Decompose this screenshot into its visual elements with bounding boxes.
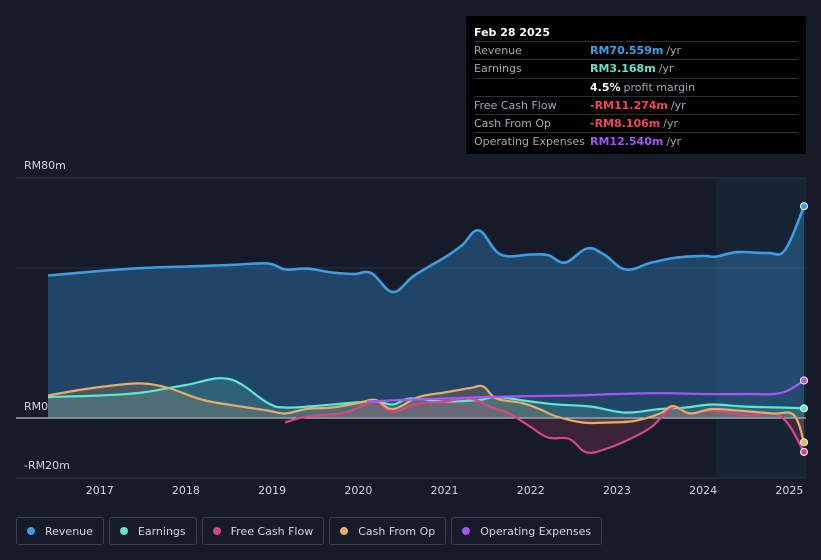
tooltip-row-unit: /yr xyxy=(670,98,686,112)
revenue-area xyxy=(48,206,804,418)
x-tick-label: 2021 xyxy=(431,484,459,497)
tooltip-row-unit: /yr xyxy=(666,135,682,149)
tooltip-panel: Feb 28 2025 Revenue RM70.559m/yr Earnings R… xyxy=(466,16,806,154)
tooltip-row-label: Revenue xyxy=(474,44,522,57)
earnings-line xyxy=(47,377,805,414)
revenue-end-point xyxy=(800,202,808,211)
x-tick-label: 2020 xyxy=(344,484,372,497)
tooltip-row-label: Earnings xyxy=(474,62,522,76)
legend-label: Free Cash Flow xyxy=(230,524,314,538)
y-tick-label: RM0 xyxy=(24,400,48,413)
tooltip-row-unit: profit margin xyxy=(623,80,696,94)
legend-dot-icon xyxy=(462,527,471,535)
tooltip-row-value: -RM8.106m xyxy=(590,117,661,131)
legend-label: Operating Expenses xyxy=(480,524,592,538)
tooltip-row-value: 4.5% xyxy=(590,80,621,94)
y-tick-label: RM80m xyxy=(24,159,66,172)
cash-from-op-area xyxy=(48,383,804,443)
x-tick-label: 2018 xyxy=(172,484,200,497)
tooltip-row-label: Operating Expenses xyxy=(474,135,585,149)
free-cash-flow-end-point xyxy=(800,447,808,456)
tooltip-row-value: RM12.540m xyxy=(590,135,664,149)
legend-label: Earnings xyxy=(137,524,186,538)
tooltip-row: 4.5% profit margin xyxy=(474,77,798,96)
tooltip-row: Revenue RM70.559m/yr xyxy=(474,41,798,59)
chart-legend: Revenue Earnings Free Cash Flow Cash From O… xyxy=(16,517,603,545)
cash-from-op-line xyxy=(47,382,806,443)
legend-item-revenue[interactable]: Revenue xyxy=(16,517,104,545)
legend-dot-icon xyxy=(212,527,221,535)
legend-item-cash-from-op[interactable]: Cash From Op xyxy=(329,517,447,545)
tooltip-row: Free Cash Flow -RM11.274m/yr xyxy=(474,95,798,114)
legend-dot-icon xyxy=(119,527,128,535)
tooltip-row-value: -RM11.274m xyxy=(590,98,668,112)
operating-expenses-end-point xyxy=(800,376,808,385)
legend-label: Revenue xyxy=(45,524,93,538)
tooltip-row-unit: /yr xyxy=(666,44,682,57)
x-tick-label: 2023 xyxy=(603,484,631,497)
x-tick-label: 2022 xyxy=(517,484,545,497)
revenue-line xyxy=(47,205,806,294)
x-tick-label: 2024 xyxy=(689,484,717,497)
tooltip-row-label: Free Cash Flow xyxy=(474,98,557,112)
legend-label: Cash From Op xyxy=(358,524,436,538)
legend-dot-icon xyxy=(27,527,35,535)
tooltip-row-label xyxy=(474,79,590,96)
legend-item-operating-expenses[interactable]: Operating Expenses xyxy=(451,517,603,545)
tooltip-row-value: RM3.168m xyxy=(590,62,656,76)
tooltip-row: Earnings RM3.168m/yr xyxy=(474,59,798,77)
x-tick-label: 2019 xyxy=(258,484,286,497)
operating-expenses-line xyxy=(366,379,805,403)
earnings-area xyxy=(48,378,804,418)
tooltip-row-unit: /yr xyxy=(663,117,678,131)
tooltip-row-value: RM70.559m xyxy=(590,44,664,57)
x-tick-label: 2025 xyxy=(775,484,803,497)
earnings-end-point xyxy=(800,404,808,413)
tooltip-row: Cash From Op -RM8.106m/yr xyxy=(474,114,798,132)
legend-item-free-cash-flow[interactable]: Free Cash Flow xyxy=(201,517,325,545)
legend-dot-icon xyxy=(340,527,349,535)
legend-item-earnings[interactable]: Earnings xyxy=(108,517,197,545)
tooltip-date: Feb 28 2025 xyxy=(474,26,550,39)
tooltip-row-unit: /yr xyxy=(658,62,674,76)
tooltip-row: Operating Expenses RM12.540m/yr xyxy=(474,132,798,150)
x-tick-label: 2017 xyxy=(86,484,114,497)
y-tick-label: -RM20m xyxy=(24,459,70,472)
free-cash-flow-area xyxy=(285,398,805,453)
tooltip-row-label: Cash From Op xyxy=(474,117,552,131)
cash-from-op-end-point xyxy=(800,438,808,447)
